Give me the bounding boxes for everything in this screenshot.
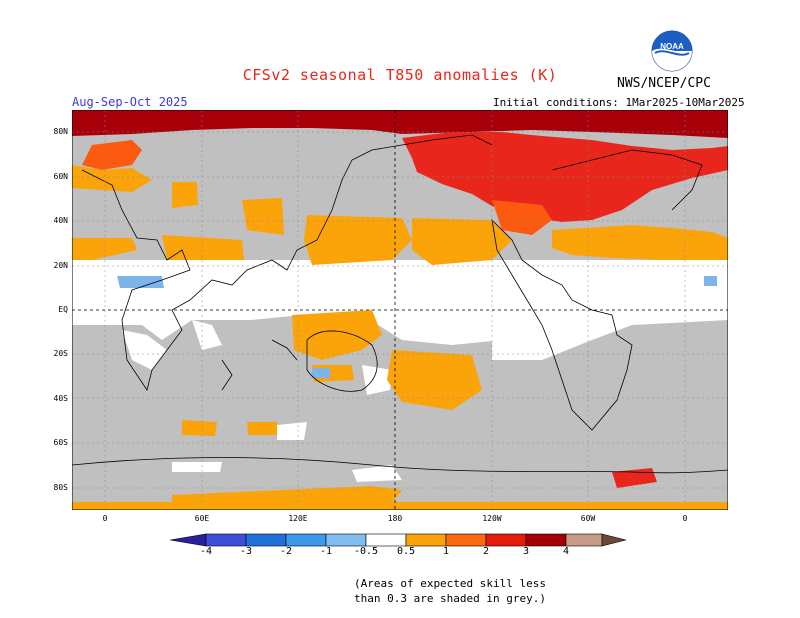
lat-label-60n: 60N — [53, 172, 68, 181]
anomaly-map — [72, 110, 728, 510]
skill-note-line1: (Areas of expected skill less — [353, 577, 547, 590]
lat-label-80n: 80N — [53, 127, 68, 136]
lat-label-80s: 80S — [53, 483, 68, 492]
colorbar-label-p3: 3 — [522, 546, 530, 557]
colorbar-label-p1: 1 — [442, 546, 450, 557]
colorbar — [170, 533, 627, 547]
lat-label-20n: 20N — [53, 261, 68, 270]
lat-label-eq: EQ — [58, 305, 68, 314]
lat-label-40n: 40N — [53, 216, 68, 225]
colorbar-label-m1: -1 — [319, 546, 333, 557]
lat-label-40s: 40S — [53, 394, 68, 403]
colorbar-label-p05: 0.5 — [396, 546, 416, 557]
lon-label-120w: 120W — [482, 514, 502, 523]
lon-label-180: 180 — [387, 514, 403, 523]
noaa-logo: NOAA — [651, 30, 693, 72]
lon-label-60w: 60W — [580, 514, 596, 523]
lon-label-0: 0 — [102, 514, 108, 523]
colorbar-label-m4: -4 — [199, 546, 213, 557]
lon-label-0-right: 0 — [682, 514, 688, 523]
colorbar-label-m2: -2 — [279, 546, 293, 557]
chart-title: CFSv2 seasonal T850 anomalies (K) — [242, 66, 558, 84]
colorbar-label-p4: 4 — [562, 546, 570, 557]
colorbar-label-p2: 2 — [482, 546, 490, 557]
initial-conditions-label: Initial conditions: 1Mar2025-10Mar2025 — [493, 96, 745, 109]
agency-label: NWS/NCEP/CPC — [617, 76, 711, 91]
skill-note: (Areas of expected skill less than 0.3 a… — [300, 576, 600, 606]
skill-note-line2: than 0.3 are shaded in grey.) — [353, 592, 547, 605]
lon-label-60e: 60E — [194, 514, 210, 523]
lon-label-120e: 120E — [288, 514, 308, 523]
colorbar-label-m3: -3 — [239, 546, 253, 557]
season-label: Aug-Sep-Oct 2025 — [72, 95, 188, 109]
lat-label-20s: 20S — [53, 349, 68, 358]
logo-text: NOAA — [660, 42, 684, 51]
lat-label-60s: 60S — [53, 438, 68, 447]
colorbar-label-m05: -0.5 — [353, 546, 379, 557]
